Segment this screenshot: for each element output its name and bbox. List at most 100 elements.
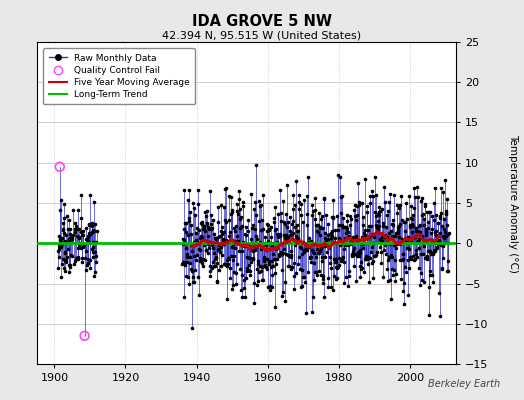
Point [364, 254, 373, 260]
Point [402, 216, 411, 223]
Point [270, 256, 278, 262]
Point [201, 209, 209, 215]
Point [390, 192, 398, 198]
Point [196, 257, 205, 263]
Point [434, 220, 442, 226]
Point [435, 236, 443, 243]
Point [73, 226, 82, 232]
Point [383, 266, 391, 272]
Point [353, 253, 362, 259]
Point [74, 206, 82, 213]
Point [414, 236, 423, 242]
Point [375, 209, 383, 216]
Point [239, 199, 247, 206]
Point [436, 313, 445, 319]
Point [265, 226, 274, 232]
Point [311, 216, 319, 222]
Point [299, 274, 308, 280]
Point [200, 238, 209, 245]
Point [280, 298, 289, 304]
Point [396, 256, 405, 263]
Point [346, 222, 355, 228]
Point [411, 234, 419, 240]
Point [289, 192, 298, 198]
Point [348, 252, 356, 258]
Point [312, 254, 321, 260]
Point [370, 234, 378, 240]
Point [193, 252, 201, 258]
Point [363, 256, 371, 262]
Point [218, 224, 226, 230]
Point [89, 227, 97, 233]
Point [382, 234, 390, 241]
Point [249, 248, 258, 254]
Point [314, 249, 323, 256]
Point [301, 279, 309, 285]
Point [180, 294, 188, 300]
Point [373, 224, 381, 230]
Point [370, 209, 379, 215]
Point [254, 260, 262, 267]
Point [249, 256, 257, 262]
Point [316, 248, 324, 254]
Point [71, 228, 79, 235]
Point [71, 226, 79, 232]
Point [333, 264, 342, 271]
Point [313, 222, 321, 228]
Point [304, 240, 313, 246]
Point [58, 220, 67, 226]
Text: Berkeley Earth: Berkeley Earth [428, 379, 500, 389]
Point [227, 285, 236, 292]
Point [359, 241, 367, 247]
Point [418, 195, 427, 202]
Point [235, 196, 243, 202]
Point [263, 228, 271, 234]
Point [325, 231, 334, 237]
Point [178, 261, 187, 267]
Point [362, 253, 370, 260]
Point [243, 254, 251, 261]
Point [258, 192, 267, 198]
Point [69, 232, 78, 238]
Point [219, 241, 227, 247]
Point [78, 255, 86, 262]
Point [427, 250, 435, 257]
Point [309, 294, 317, 300]
Point [58, 235, 66, 241]
Point [187, 230, 195, 237]
Point [204, 250, 212, 256]
Point [294, 228, 302, 234]
Point [300, 247, 309, 253]
Point [351, 234, 359, 241]
Point [251, 226, 259, 232]
Point [82, 225, 90, 231]
Point [337, 241, 345, 247]
Point [321, 230, 330, 236]
Point [358, 265, 366, 272]
Point [88, 220, 96, 226]
Point [79, 228, 87, 234]
Point [184, 187, 193, 194]
Point [212, 254, 220, 261]
Point [374, 218, 382, 224]
Point [279, 232, 288, 238]
Point [260, 256, 268, 262]
Point [376, 260, 385, 267]
Point [362, 256, 370, 262]
Point [84, 234, 92, 240]
Point [231, 245, 239, 251]
Point [266, 240, 275, 246]
Point [191, 267, 200, 273]
Point [280, 246, 288, 252]
Point [357, 240, 366, 247]
Point [250, 206, 258, 212]
Point [194, 292, 203, 298]
Point [357, 259, 365, 266]
Point [421, 228, 430, 235]
Point [340, 246, 348, 252]
Point [399, 301, 408, 308]
Point [247, 240, 255, 246]
Point [224, 232, 233, 239]
Point [260, 263, 269, 270]
Point [283, 252, 292, 259]
